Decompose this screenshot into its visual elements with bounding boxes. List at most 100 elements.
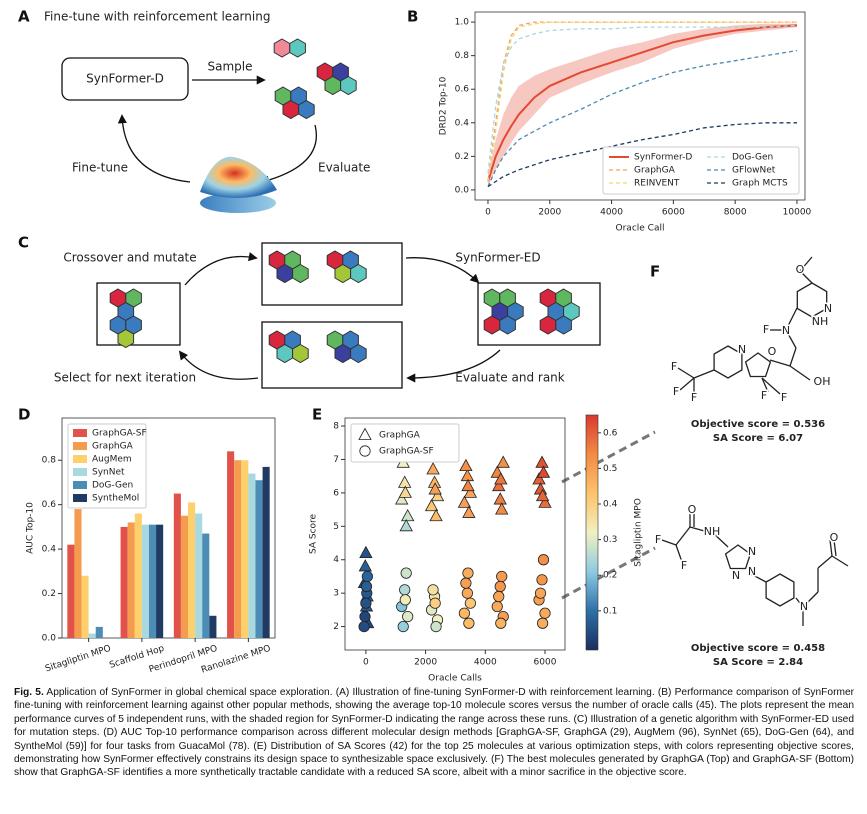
point [532, 472, 546, 485]
point [429, 508, 443, 522]
bond [675, 526, 691, 546]
model-box [61, 57, 189, 101]
y-tick-label: 0.0 [42, 634, 57, 644]
hexagon-icon [273, 38, 291, 58]
bar [127, 522, 135, 638]
point [492, 478, 506, 492]
point [429, 597, 441, 609]
y-tick-label: 6 [333, 488, 339, 498]
bar [202, 533, 210, 638]
bond-ring [744, 352, 772, 378]
bond [789, 365, 811, 381]
range-band [487, 23, 797, 187]
point [537, 617, 549, 629]
legend-marker [359, 445, 371, 457]
point [494, 472, 508, 485]
y-tick-label: 0.4 [42, 545, 57, 555]
atom-label: N [738, 343, 746, 356]
bar [74, 509, 82, 638]
x-tick-label: Sitagliptin MPO [44, 644, 112, 675]
bar [248, 473, 256, 638]
series-line [487, 24, 798, 182]
y-tick-label: 0.8 [42, 456, 57, 466]
objective-score: Objective score = 0.458 [691, 643, 825, 654]
bar [195, 513, 203, 638]
bond [769, 359, 791, 367]
arrow [117, 114, 191, 183]
bar [241, 460, 249, 638]
y-tick-label: 0.0 [455, 185, 470, 195]
connector [561, 546, 656, 600]
bond [761, 377, 781, 395]
x-tick-label: 0 [485, 208, 491, 218]
sa-score: SA Score = 6.07 [713, 433, 803, 444]
plot-frame [474, 11, 806, 201]
point [461, 587, 473, 599]
atom-label: OH [814, 375, 831, 388]
legend-box [67, 423, 147, 509]
arrow-label: Sample [208, 60, 253, 74]
point [496, 570, 508, 583]
atom-label: O [796, 263, 805, 276]
hexagon-icon [298, 99, 315, 120]
panel-label: B [407, 8, 418, 26]
bar [148, 524, 157, 638]
atom-label: F [681, 559, 687, 572]
bar [227, 451, 235, 638]
bond [693, 369, 715, 379]
bar [141, 524, 149, 638]
atom-label: O [830, 531, 839, 544]
series-line [487, 24, 798, 174]
point [493, 590, 505, 603]
point [399, 584, 411, 596]
atom-label: F [691, 391, 697, 404]
x-tick-label: 2000 [538, 208, 561, 218]
hexagon-icon [555, 315, 572, 335]
legend-label: AugMem [92, 455, 132, 465]
legend-label: GraphGA [379, 431, 421, 441]
bond-ring [713, 345, 743, 379]
step-label: SynFormer-ED [455, 251, 540, 265]
panel-label: C [18, 234, 29, 252]
x-tick-label: 6000 [534, 658, 557, 668]
panel-title: Fine-tune with reinforcement learning [44, 10, 270, 24]
atom-label: NH [704, 525, 721, 538]
bond [661, 539, 677, 546]
colorbar-tick-label: 0.3 [603, 535, 617, 545]
atom-label: F [655, 533, 661, 546]
bond-ring [796, 282, 828, 318]
point [534, 587, 547, 599]
bar [234, 460, 242, 638]
atom-label: N [732, 569, 740, 582]
x-tick-label: 6000 [662, 208, 685, 218]
hexagon-icon [324, 75, 342, 96]
hexagon-icon [340, 75, 357, 96]
hexagon-icon [350, 263, 367, 284]
arrow [405, 257, 480, 284]
legend-label: GFlowNet [732, 166, 776, 176]
point [462, 567, 474, 579]
bar [88, 633, 96, 638]
legend-label: SynNet [92, 468, 125, 478]
point [361, 570, 373, 583]
point [426, 462, 440, 475]
point [535, 455, 549, 468]
point [536, 465, 551, 478]
legend-label: SynFormer-D [634, 153, 692, 163]
plot-frame [61, 417, 276, 639]
atom-label: F [673, 385, 679, 398]
point [399, 518, 413, 532]
bar [156, 524, 164, 638]
point [460, 577, 472, 589]
legend-swatch [73, 455, 87, 463]
bond [675, 544, 683, 563]
colorbar-tick-label: 0.4 [603, 500, 618, 510]
y-tick-label: 0.6 [455, 85, 470, 95]
y-tick-label: 1.0 [455, 18, 470, 28]
x-tick-label: 2000 [414, 658, 437, 668]
y-tick-label: 0.2 [455, 152, 469, 162]
bar [81, 575, 89, 638]
legend-label: DoG-Gen [732, 153, 773, 163]
y-tick-label: 0.2 [42, 589, 56, 599]
y-tick-label: 0.8 [455, 51, 470, 61]
